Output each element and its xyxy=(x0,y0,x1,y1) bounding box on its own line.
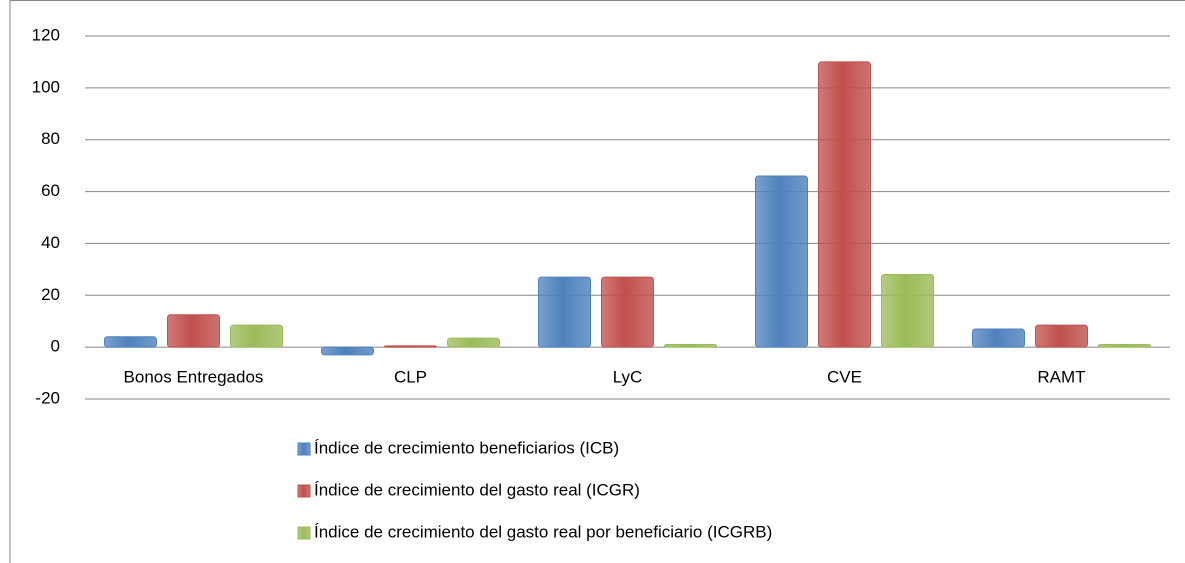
bar xyxy=(321,346,374,356)
y-tick-label: 120 xyxy=(32,25,60,44)
y-tick-label: 100 xyxy=(32,77,60,96)
legend-swatch xyxy=(297,526,311,540)
y-tick-label: 40 xyxy=(41,233,60,252)
bar xyxy=(1098,344,1151,348)
y-tick-label: -20 xyxy=(35,388,60,407)
x-tick-label: CLP xyxy=(394,367,427,386)
bar xyxy=(881,274,934,348)
bar xyxy=(538,276,591,348)
bar xyxy=(384,345,437,348)
bar xyxy=(818,61,871,348)
y-tick-label: 0 xyxy=(51,337,60,356)
y-tick-label: 20 xyxy=(41,285,60,304)
legend-label: Índice de crecimiento del gasto real por… xyxy=(314,522,772,541)
x-tick-label: CVE xyxy=(827,367,862,386)
x-tick-label: Bonos Entregados xyxy=(124,367,264,386)
legend-label: Índice de crecimiento del gasto real (IC… xyxy=(314,480,640,499)
bar xyxy=(972,328,1025,348)
bar xyxy=(755,175,808,348)
y-tick-label: 80 xyxy=(41,129,60,148)
x-tick-label: RAMT xyxy=(1037,367,1085,386)
bar xyxy=(664,344,717,348)
legend-swatch xyxy=(297,442,311,456)
bar xyxy=(230,324,283,348)
bar xyxy=(447,337,500,348)
bar xyxy=(1035,324,1088,348)
legend-swatch xyxy=(297,484,311,498)
bar xyxy=(167,314,220,348)
x-tick-label: LyC xyxy=(613,367,643,386)
legend-label: Índice de crecimiento beneficiarios (ICB… xyxy=(314,438,619,457)
y-tick-label: 60 xyxy=(41,181,60,200)
bar xyxy=(601,276,654,348)
bar xyxy=(104,336,157,348)
